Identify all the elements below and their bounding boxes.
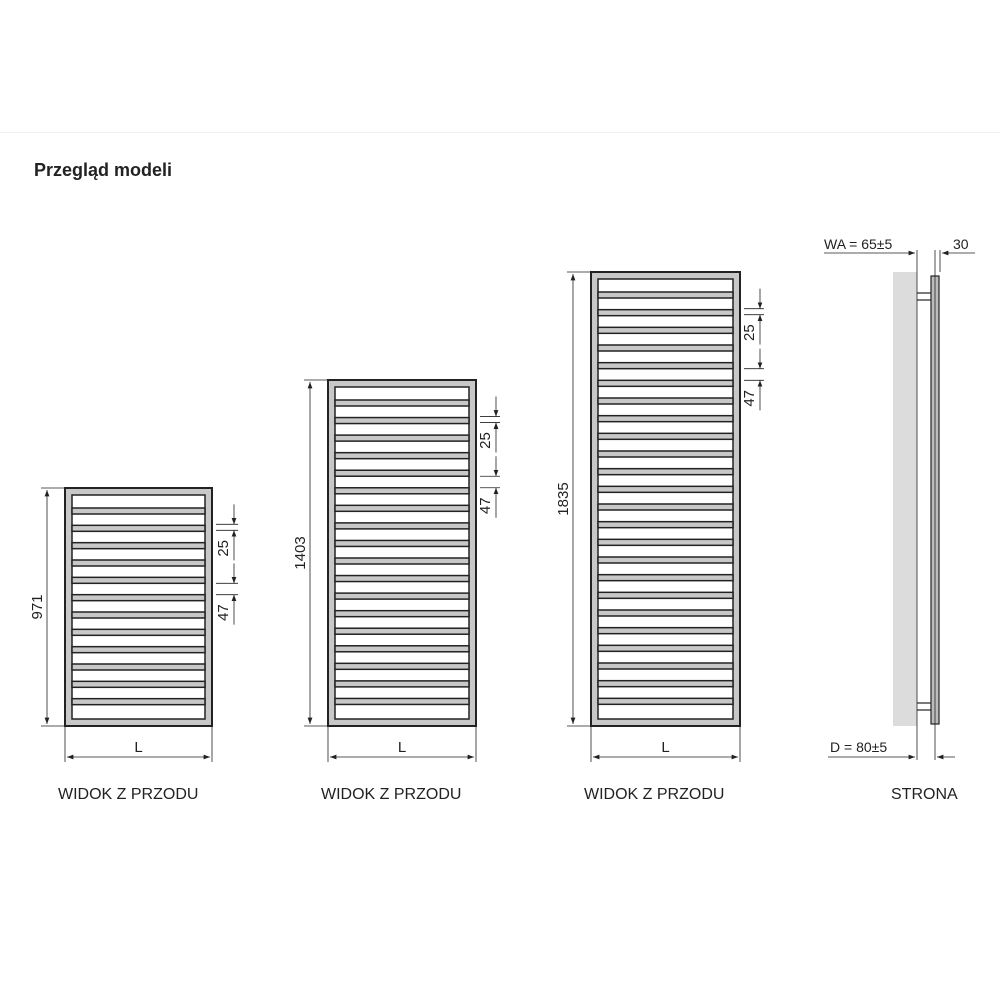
radiator-bar	[71, 524, 206, 533]
divider	[0, 132, 1000, 133]
caption-model-1: WIDOK Z PRZODU	[58, 786, 199, 803]
radiator-bar	[597, 503, 734, 511]
radiator-bar	[597, 361, 734, 370]
radiator-bar	[334, 662, 470, 671]
radiator-bar	[597, 556, 734, 564]
radiator-bar	[71, 611, 206, 619]
gap-small-label: 25	[477, 432, 494, 449]
radiator-bar	[334, 451, 470, 460]
gap-small-label: 25	[215, 540, 232, 557]
radiator-bar	[334, 557, 470, 565]
radiator-bar	[334, 416, 470, 425]
radiator-bar	[597, 450, 734, 458]
radiator-bar	[334, 574, 470, 583]
depth-label: 30	[953, 236, 969, 252]
height-label: 1403	[292, 536, 309, 569]
width-label: L	[134, 739, 142, 756]
width-label: L	[398, 739, 406, 756]
caption-side: STRONA	[891, 786, 958, 803]
wall	[893, 272, 917, 726]
radiator-bar	[334, 627, 470, 635]
radiator-bar	[597, 644, 734, 653]
radiator-bar	[334, 399, 470, 407]
radiator-bar	[597, 308, 734, 317]
radiator-bar	[71, 576, 206, 585]
height-label: 1835	[555, 482, 572, 515]
radiator-bar	[71, 559, 206, 567]
radiator-bar	[597, 467, 734, 476]
gap-large-label: 47	[741, 390, 758, 407]
radiator-bar	[334, 609, 470, 618]
gap-large-label: 47	[477, 497, 494, 514]
gap-large-label: 47	[215, 604, 232, 621]
radiator-bar	[334, 592, 470, 600]
wa-label: WA = 65±5	[824, 236, 892, 252]
radiator-bar	[597, 697, 734, 706]
radiator-bar	[597, 485, 734, 494]
radiator-bar	[597, 414, 734, 423]
radiator-bar	[597, 344, 734, 352]
gap-small-label: 25	[741, 324, 758, 341]
front-view-1: 971 L 25 47	[29, 487, 238, 762]
radiator-bar	[597, 591, 734, 600]
radiator-bar	[334, 680, 470, 688]
width-label: L	[661, 739, 669, 756]
radiator-bar	[597, 291, 734, 299]
radiator-bar	[71, 593, 206, 602]
radiator-bar	[334, 522, 470, 530]
radiator-bar	[334, 645, 470, 653]
radiator-bar	[71, 541, 206, 550]
radiator-bar	[334, 504, 470, 513]
radiator-bar	[597, 573, 734, 582]
radiator-bar	[334, 469, 470, 477]
radiator-bar	[71, 697, 206, 706]
radiator-bar	[597, 379, 734, 388]
radiator-bar	[334, 434, 470, 442]
caption-model-3: WIDOK Z PRZODU	[584, 786, 725, 803]
radiator-bar	[597, 679, 734, 688]
radiator-bar	[597, 326, 734, 335]
radiator-bar	[597, 609, 734, 617]
radiator-bar	[597, 662, 734, 670]
radiator-bar	[597, 538, 734, 547]
radiator-bar	[71, 680, 206, 689]
front-view-3: 1835 L 25 47	[555, 271, 764, 762]
radiator-bar	[71, 507, 206, 515]
radiator-bar	[71, 628, 206, 637]
radiator-bar	[597, 397, 734, 405]
front-view-2: 1403 L 25 47	[292, 379, 500, 762]
radiator-bar	[334, 487, 470, 495]
page-title: Przegląd modeli	[34, 160, 173, 180]
caption-model-2: WIDOK Z PRZODU	[321, 786, 462, 803]
height-label: 971	[29, 594, 46, 619]
radiator-bar	[597, 432, 734, 441]
radiator-bar	[597, 520, 734, 529]
side-view: WA = 65±5 30 D = 80±5	[824, 236, 975, 760]
radiator-bar	[334, 697, 470, 706]
radiator-bar	[597, 626, 734, 635]
radiator-bar	[334, 539, 470, 548]
radiator-bar	[71, 645, 206, 654]
d-label: D = 80±5	[830, 739, 887, 755]
radiator-bar	[71, 663, 206, 671]
